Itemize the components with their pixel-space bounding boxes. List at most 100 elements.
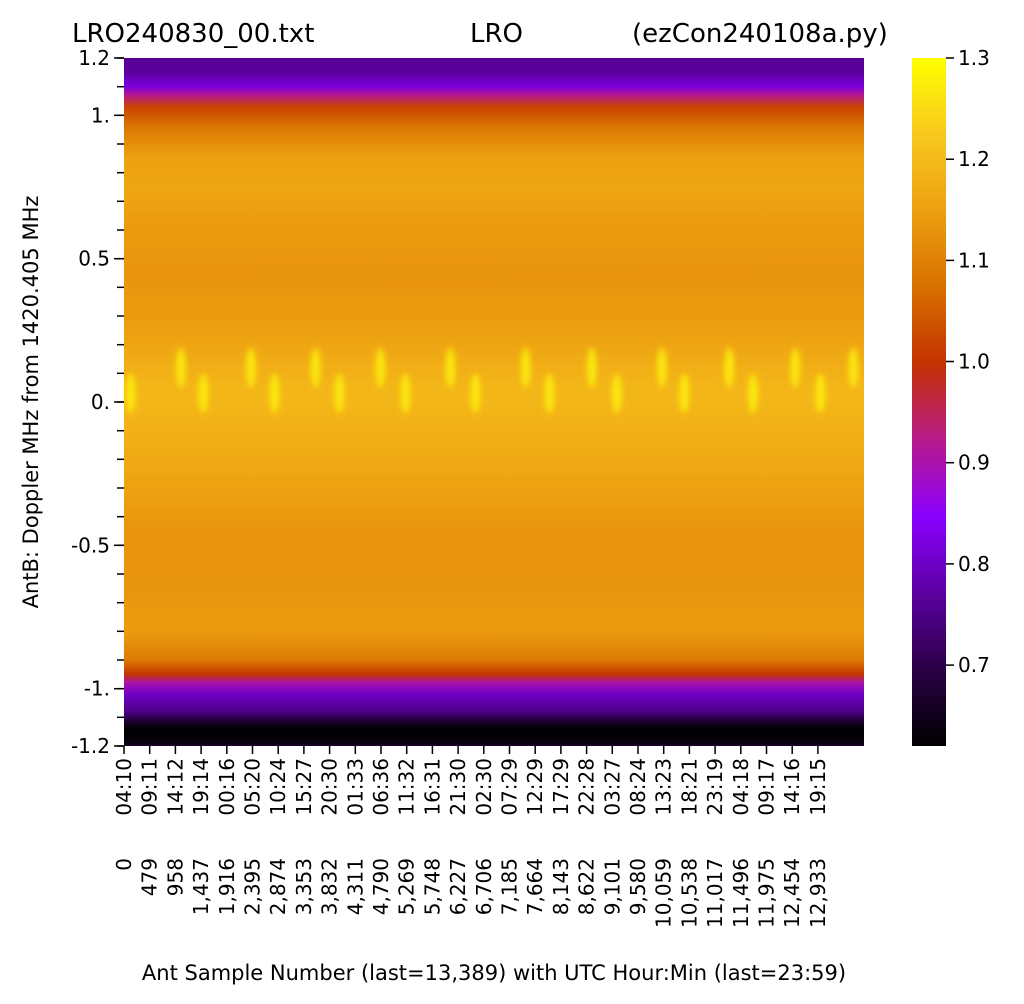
x-tick-label-time: 20:30 xyxy=(318,758,342,816)
signal-peak xyxy=(445,347,456,388)
colorbar-tick-label: 0.7 xyxy=(958,653,990,677)
signal-peak xyxy=(400,373,411,414)
y-tick-label: -1. xyxy=(84,677,110,701)
x-tick-label-sample: 11,975 xyxy=(755,858,779,928)
y-tick-label: 1.2 xyxy=(78,46,110,70)
signal-peak xyxy=(198,373,209,414)
x-tick-label-sample: 10,059 xyxy=(652,858,676,928)
signal-peak xyxy=(470,373,481,414)
x-tick-label-sample: 9,580 xyxy=(626,858,650,915)
x-tick-label-sample: 1,916 xyxy=(215,858,239,915)
x-tick-label-time: 16:31 xyxy=(420,758,444,816)
y-tick-label: 0.5 xyxy=(78,247,110,271)
signal-peak xyxy=(656,347,667,388)
heatmap-plot-area xyxy=(124,58,864,746)
x-tick-label-sample: 12,454 xyxy=(780,858,804,928)
x-tick-label-sample: 9,101 xyxy=(600,858,624,915)
x-tick-label-sample: 0 xyxy=(112,858,136,871)
signal-peak xyxy=(544,373,555,414)
colorbar-tick-label: 1.0 xyxy=(958,350,990,374)
signal-peaks xyxy=(125,347,859,414)
colorbar-tick-label: 1.3 xyxy=(958,46,990,70)
x-tick-label-sample: 3,832 xyxy=(318,858,342,915)
x-tick-label-time: 07:29 xyxy=(498,758,522,816)
signal-peak xyxy=(790,347,801,388)
x-tick-label-sample: 7,664 xyxy=(523,858,547,915)
x-tick-label-time: 06:36 xyxy=(369,758,393,816)
x-tick-label-time: 18:21 xyxy=(677,758,701,816)
signal-peak xyxy=(375,347,386,388)
signal-peak xyxy=(269,373,280,414)
signal-peak xyxy=(748,373,758,414)
x-tick-label-sample: 11,017 xyxy=(703,858,727,928)
signal-peak xyxy=(586,347,597,388)
x-tick-label-time: 01:33 xyxy=(343,758,367,816)
x-tick-label-time: 05:20 xyxy=(241,758,265,816)
signal-peak xyxy=(815,373,826,414)
x-tick-label-time: 03:27 xyxy=(600,758,624,816)
x-axis: 04:10 0 09:11 479 14:12 958 19:14 1,437 00:16 1,9… xyxy=(112,746,830,928)
x-tick-label-sample: 7,185 xyxy=(498,858,522,915)
y-axis-label: AntB: Doppler MHz from 1420.405 MHz xyxy=(19,196,43,609)
x-tick-label-sample: 3,353 xyxy=(292,858,316,915)
x-tick-label-sample: 4,790 xyxy=(369,858,393,915)
x-tick-label-sample: 10,538 xyxy=(677,858,701,928)
x-tick-label-sample: 479 xyxy=(138,858,162,896)
x-tick-label-time: 19:14 xyxy=(189,758,213,816)
signal-peak xyxy=(724,347,735,388)
x-tick-label-sample: 8,143 xyxy=(549,858,573,915)
x-tick-label-time: 11:32 xyxy=(395,758,419,816)
x-tick-label-sample: 8,622 xyxy=(575,858,599,915)
chart-title-station: LRO xyxy=(470,19,523,49)
x-tick-label-time: 22:28 xyxy=(575,758,599,816)
signal-peak xyxy=(611,373,622,414)
y-tick-label: -1.2 xyxy=(71,734,110,758)
x-tick-label-sample: 5,748 xyxy=(420,858,444,915)
x-tick-label-sample: 2,395 xyxy=(241,858,265,915)
x-tick-label-time: 23:19 xyxy=(703,758,727,816)
x-tick-label-time: 09:17 xyxy=(755,758,779,816)
y-axis: 1.2 1. 0.5 0. -0.5 -1. -1.2 xyxy=(71,46,124,758)
x-tick-label-time: 19:15 xyxy=(806,758,830,816)
signal-peak xyxy=(175,347,186,388)
colorbar-tick-label: 0.8 xyxy=(958,552,990,576)
signal-peak xyxy=(334,373,345,414)
x-tick-label-sample: 5,269 xyxy=(395,858,419,915)
colorbar xyxy=(912,58,946,746)
colorbar-tick-label: 0.9 xyxy=(958,451,990,475)
x-tick-label-time: 10:24 xyxy=(266,758,290,816)
x-tick-label-time: 00:16 xyxy=(215,758,239,816)
x-tick-label-time: 02:30 xyxy=(472,758,496,816)
signal-peak xyxy=(520,347,531,388)
chart-title-file: LRO240830_00.txt xyxy=(72,19,314,49)
signal-peak xyxy=(848,347,859,388)
y-tick-label: -0.5 xyxy=(71,533,110,557)
x-tick-label-time: 13:23 xyxy=(652,758,676,816)
x-tick-label-time: 17:29 xyxy=(549,758,573,816)
signal-peak xyxy=(245,347,256,388)
x-tick-label-sample: 6,227 xyxy=(446,858,470,915)
x-tick-label-time: 04:10 xyxy=(112,758,136,816)
x-tick-label-sample: 6,706 xyxy=(472,858,496,915)
colorbar-tick-label: 1.1 xyxy=(958,248,990,272)
x-tick-label-sample: 4,311 xyxy=(343,858,367,915)
x-tick-label-time: 21:30 xyxy=(446,758,470,816)
x-tick-label-time: 04:18 xyxy=(729,758,753,816)
x-axis-label: Ant Sample Number (last=13,389) with UTC… xyxy=(142,961,846,985)
x-tick-label-time: 14:12 xyxy=(163,758,187,816)
x-tick-label-time: 15:27 xyxy=(292,758,316,816)
chart-title-program: (ezCon240108a.py) xyxy=(632,19,888,49)
x-tick-label-sample: 958 xyxy=(163,858,187,896)
x-tick-label-time: 09:11 xyxy=(138,758,162,816)
y-tick-label: 1. xyxy=(91,103,110,127)
x-tick-label-sample: 2,874 xyxy=(266,858,290,915)
colorbar-ticks: 0.7 0.8 0.9 1.0 1.1 1.2 1.3 xyxy=(946,46,990,677)
signal-peak xyxy=(679,373,690,414)
x-tick-label-time: 08:24 xyxy=(626,758,650,816)
x-tick-label-sample: 11,496 xyxy=(729,858,753,928)
signal-peak xyxy=(310,347,321,388)
y-tick-label: 0. xyxy=(91,390,110,414)
x-tick-label-time: 14:16 xyxy=(780,758,804,816)
signal-peak xyxy=(125,373,136,414)
